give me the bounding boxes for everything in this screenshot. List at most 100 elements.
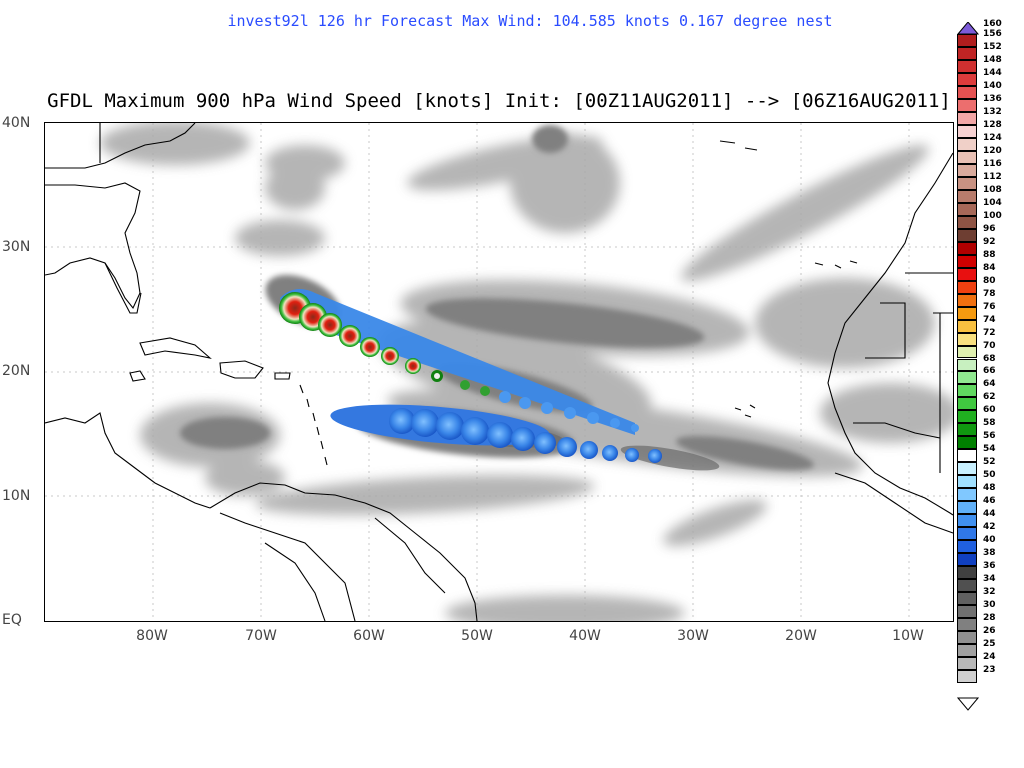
lon-label-40w: 40W: [569, 628, 601, 644]
colorbar-cell: [957, 111, 977, 125]
colorbar-label: 144: [983, 67, 1002, 78]
wind-speed-map: [44, 122, 954, 622]
colorbar-cell: [957, 384, 977, 398]
colorbar-label: 160: [983, 19, 1002, 29]
colorbar-cell: [957, 34, 977, 47]
lon-label-20w: 20W: [785, 628, 817, 644]
lon-label-50w: 50W: [461, 628, 493, 644]
colorbar-label: 46: [983, 496, 996, 507]
colorbar-label: 48: [983, 483, 996, 494]
southern-track-wind-swath: [330, 404, 662, 463]
colorbar-cell: [957, 475, 977, 489]
colorbar-label: 120: [983, 145, 1002, 156]
colorbar-label: 52: [983, 457, 996, 468]
colorbar-cell: [957, 202, 977, 216]
colorbar-label: 128: [983, 119, 1002, 130]
colorbar-label: 108: [983, 184, 1002, 195]
map-title: GFDL Maximum 900 hPa Wind Speed [knots] …: [47, 90, 951, 112]
colorbar-label: 26: [983, 626, 996, 637]
colorbar-label: 70: [983, 340, 996, 351]
colorbar-cell: [957, 189, 977, 203]
colorbar-label: 28: [983, 613, 996, 624]
colorbar-label: 156: [983, 29, 1002, 39]
colorbar-label: 136: [983, 93, 1002, 104]
colorbar-label: 88: [983, 249, 996, 260]
colorbar-cell: [957, 436, 977, 450]
colorbar-label: 80: [983, 275, 996, 286]
colorbar-cell: [957, 254, 977, 268]
colorbar-label: 100: [983, 210, 1002, 221]
colorbar-cell: [957, 163, 977, 177]
colorbar-cell: [957, 150, 977, 164]
lon-label-80w: 80W: [136, 628, 168, 644]
colorbar-cell: [957, 319, 977, 333]
map-subtitle: invest92l 126 hr Forecast Max Wind: 104.…: [227, 12, 833, 30]
colorbar-cell: [957, 670, 977, 683]
colorbar-cell: [957, 644, 977, 658]
colorbar-label: 84: [983, 262, 996, 273]
colorbar-label: 112: [983, 171, 1002, 182]
colorbar-cell: [957, 605, 977, 619]
colorbar-label: 64: [983, 379, 996, 390]
colorbar-cell: [957, 72, 977, 86]
colorbar-cell: [957, 280, 977, 294]
colorbar-label: 32: [983, 587, 996, 598]
colorbar-label: 72: [983, 327, 996, 338]
colorbar-cell: [957, 592, 977, 606]
colorbar-cell: [957, 85, 977, 99]
colorbar-label: 116: [983, 158, 1002, 169]
colorbar-cell: [957, 345, 977, 359]
colorbar-cell: [957, 228, 977, 242]
colorbar-label: 132: [983, 106, 1002, 117]
lat-label-10n: 10N: [2, 488, 31, 504]
colorbar-label: 34: [983, 574, 996, 585]
colorbar-label: 38: [983, 548, 996, 559]
colorbar-label: 60: [983, 405, 996, 416]
colorbar-cell: [957, 449, 977, 463]
colorbar-label: 68: [983, 353, 996, 364]
colorbar-label: 92: [983, 236, 996, 247]
northern-track-wind-swath: [279, 289, 639, 435]
colorbar-label: 56: [983, 431, 996, 442]
colorbar-label: 104: [983, 197, 1002, 208]
colorbar-cell: [957, 579, 977, 593]
colorbar-cell: [957, 137, 977, 151]
colorbar-label: 50: [983, 470, 996, 481]
colorbar-cell: [957, 501, 977, 515]
lon-label-60w: 60W: [353, 628, 385, 644]
colorbar-cell: [957, 358, 977, 372]
lat-label-20n: 20N: [2, 363, 31, 379]
colorbar-label: 148: [983, 54, 1002, 65]
colorbar-cell: [957, 514, 977, 528]
lon-label-70w: 70W: [245, 628, 277, 644]
map-canvas: [45, 123, 953, 621]
colorbar-cell: [957, 657, 977, 670]
colorbar-cell: [957, 215, 977, 229]
colorbar-label: 66: [983, 366, 996, 377]
colorbar-cell: [957, 46, 977, 60]
lon-label-10w: 10W: [892, 628, 924, 644]
colorbar-label: 42: [983, 522, 996, 533]
colorbar-cell: [957, 631, 977, 645]
colorbar-label: 78: [983, 288, 996, 299]
colorbar-cell: [957, 540, 977, 554]
colorbar-cell: [957, 332, 977, 346]
lon-label-30w: 30W: [677, 628, 709, 644]
colorbar-label: 24: [983, 652, 996, 663]
colorbar-cell: [957, 293, 977, 307]
colorbar-cell: [957, 124, 977, 138]
colorbar-cell: [957, 176, 977, 190]
colorbar-label: 54: [983, 444, 996, 455]
colorbar-cell: [957, 241, 977, 255]
colorbar-label: 74: [983, 314, 996, 325]
colorbar-label: 23: [983, 665, 996, 676]
colorbar-cell: [957, 98, 977, 112]
colorbar-cell: [957, 527, 977, 541]
colorbar-cell: [957, 462, 977, 476]
colorbar-label: 58: [983, 418, 996, 429]
lat-label-30n: 30N: [2, 239, 31, 255]
colorbar-cell: [957, 410, 977, 424]
colorbar-label: 25: [983, 639, 996, 650]
colorbar-cell: [957, 59, 977, 73]
colorbar-label: 152: [983, 41, 1002, 52]
